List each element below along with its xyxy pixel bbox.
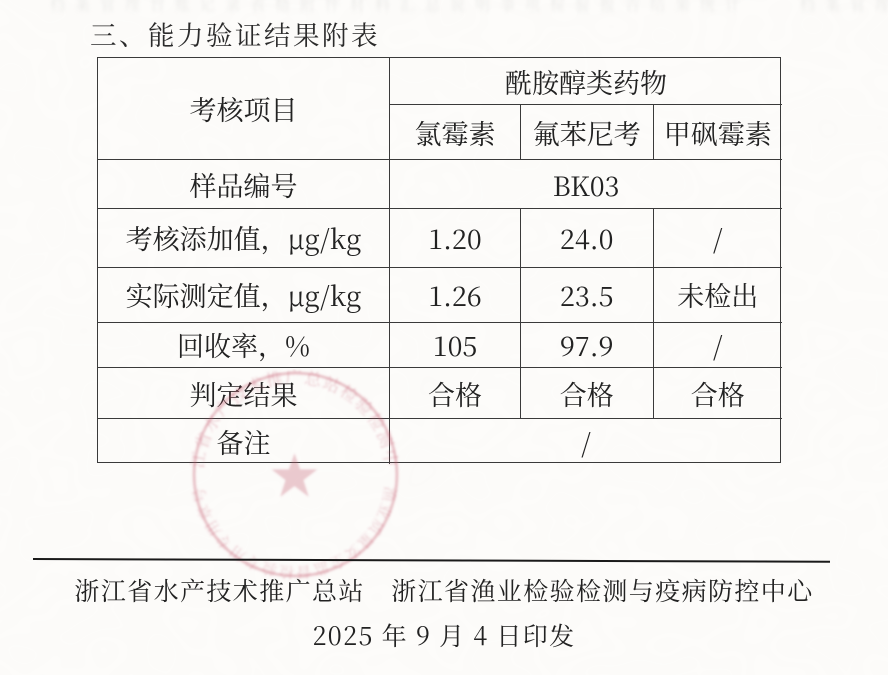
svg-text:浙江省水产技术推广总站检验检测中心: 浙江省水产技术推广总站检验检测中心 (189, 369, 401, 470)
svg-text:渔业质量安全监督检验专用专用章号: 渔业质量安全监督检验专用专用章号 (189, 485, 401, 581)
